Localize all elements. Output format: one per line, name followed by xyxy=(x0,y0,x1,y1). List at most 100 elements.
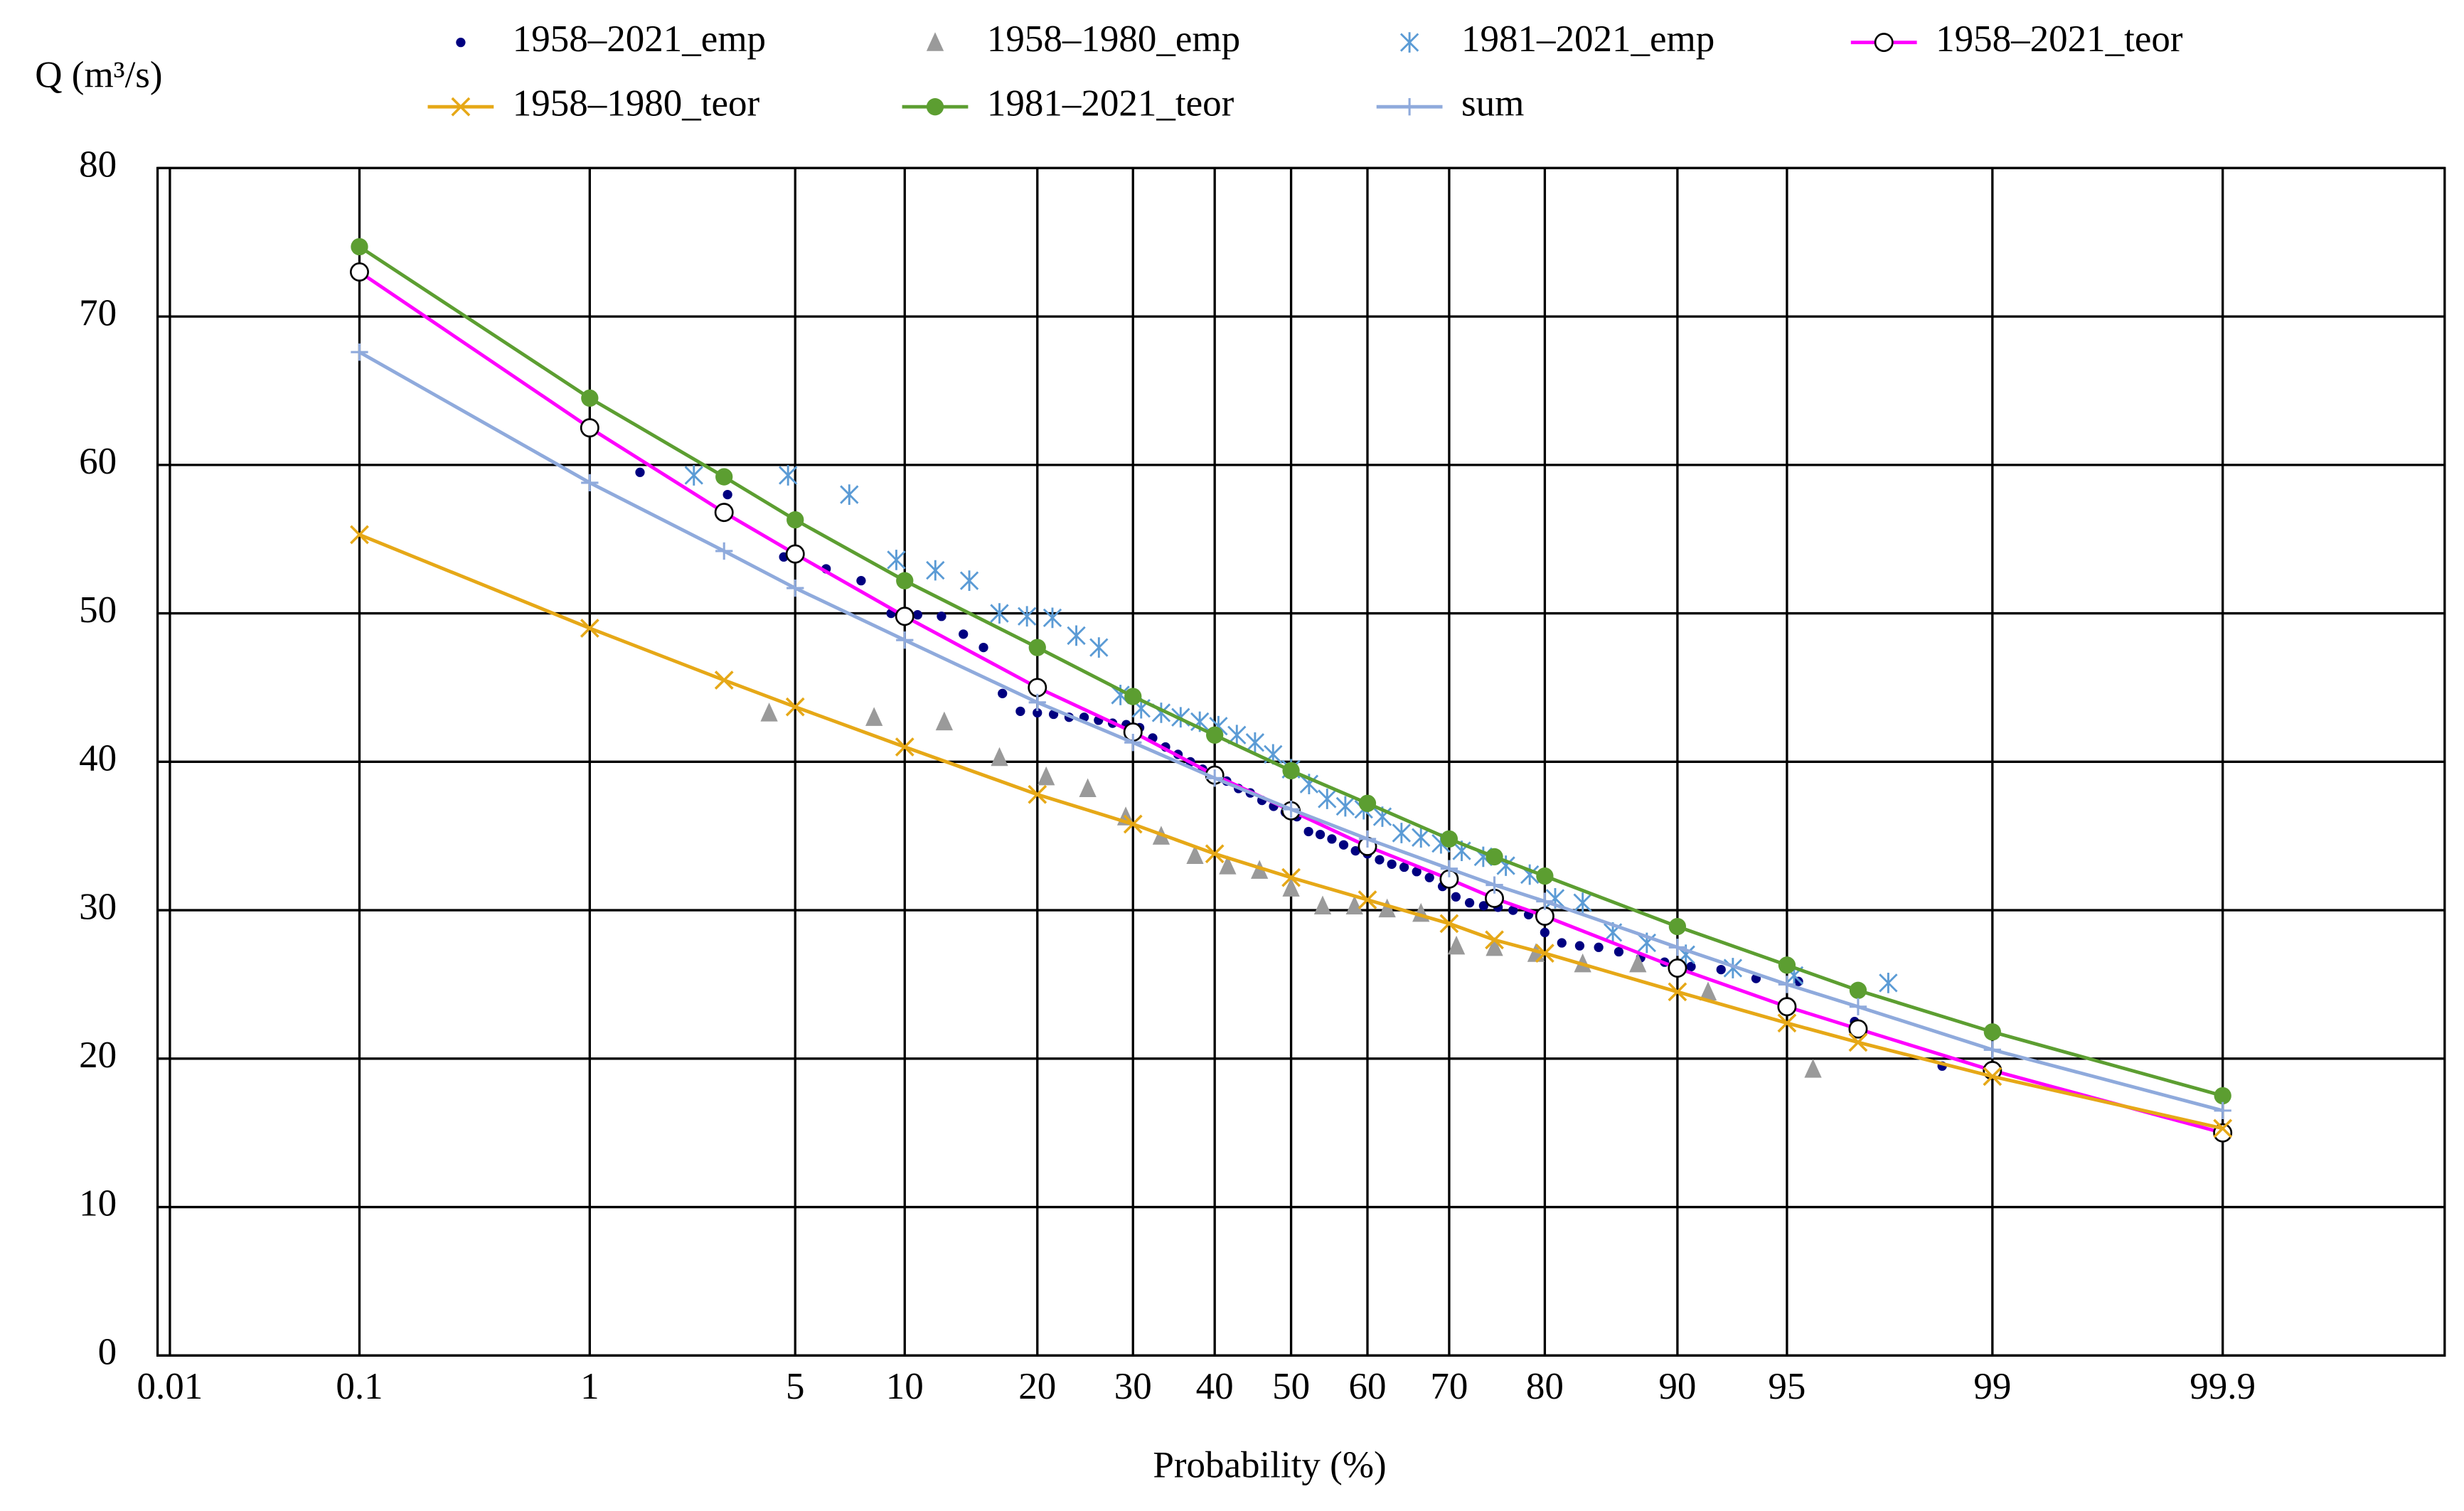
x-tick-label: 95 xyxy=(1768,1366,1806,1407)
x-tick-label: 60 xyxy=(1348,1366,1386,1407)
marker xyxy=(1028,678,1047,698)
marker xyxy=(1536,867,1554,885)
marker-part xyxy=(1478,901,1488,911)
marker xyxy=(937,612,946,621)
marker xyxy=(1282,762,1300,780)
marker-part xyxy=(1375,855,1385,865)
marker-part xyxy=(978,642,988,653)
marker-part xyxy=(714,671,734,690)
marker xyxy=(1412,827,1431,848)
marker xyxy=(1033,708,1042,718)
marker xyxy=(1303,826,1313,837)
marker xyxy=(926,32,944,51)
x-tick-label: 10 xyxy=(886,1366,924,1407)
marker-part xyxy=(635,467,645,477)
marker xyxy=(1375,855,1385,865)
marker-part xyxy=(1350,845,1360,856)
marker-part xyxy=(1699,981,1717,1001)
marker-part xyxy=(785,544,805,564)
marker xyxy=(1686,961,1696,972)
marker xyxy=(895,737,914,757)
y-tick-label: 60 xyxy=(79,441,117,482)
marker-part xyxy=(1186,845,1204,864)
marker-part xyxy=(1028,693,1046,711)
marker xyxy=(1668,959,1687,978)
marker xyxy=(785,544,805,564)
marker-part xyxy=(351,343,368,361)
marker-part xyxy=(1028,678,1047,698)
x-tick-label: 50 xyxy=(1272,1366,1310,1407)
marker xyxy=(896,572,914,589)
x-tick-label: 0.01 xyxy=(137,1366,203,1407)
marker xyxy=(1124,734,1142,752)
marker-part xyxy=(926,98,944,116)
marker xyxy=(1358,890,1377,909)
marker-part xyxy=(2214,1101,2231,1120)
marker xyxy=(1668,982,1687,1002)
marker xyxy=(1508,905,1518,915)
legend-label: 1958–2021_emp xyxy=(513,18,766,60)
marker xyxy=(715,468,733,486)
marker xyxy=(991,747,1008,767)
series-line xyxy=(358,351,2224,1113)
marker-part xyxy=(1315,829,1326,840)
marker-part xyxy=(1303,826,1313,837)
marker xyxy=(580,418,599,438)
marker xyxy=(998,688,1008,698)
marker xyxy=(1668,917,1687,936)
marker xyxy=(1793,976,1803,986)
marker xyxy=(978,642,988,653)
marker-part xyxy=(1345,895,1363,914)
marker-part xyxy=(1629,953,1647,973)
marker-part xyxy=(1378,898,1396,918)
marker-part xyxy=(896,572,914,589)
legend-label: 1958–1980_teor xyxy=(513,82,760,124)
marker xyxy=(1574,941,1585,951)
marker-part xyxy=(840,484,859,505)
marker xyxy=(1067,625,1086,646)
marker-part xyxy=(1540,927,1550,938)
marker-part xyxy=(926,32,944,51)
marker xyxy=(1849,998,1867,1015)
marker-part xyxy=(722,489,732,500)
marker xyxy=(1315,829,1326,840)
marker-part xyxy=(779,465,798,486)
marker xyxy=(1358,830,1377,848)
y-tick-label: 50 xyxy=(79,589,117,631)
legend-item: 1958–1980_teor xyxy=(427,82,760,124)
marker xyxy=(1206,726,1224,744)
x-tick-label: 1 xyxy=(580,1366,599,1407)
marker-part xyxy=(1281,867,1301,887)
marker-part xyxy=(1614,946,1624,957)
marker-part xyxy=(2213,1118,2233,1138)
marker xyxy=(1028,784,1047,804)
x-axis-label: Probability (%) xyxy=(1153,1445,1386,1486)
marker-part xyxy=(1123,814,1143,834)
marker xyxy=(1848,1032,1868,1052)
marker xyxy=(581,389,599,407)
marker-part xyxy=(887,550,906,570)
marker-part xyxy=(580,619,599,638)
marker xyxy=(1699,981,1717,1001)
marker-part xyxy=(1282,800,1300,818)
marker xyxy=(895,607,914,626)
series-line xyxy=(358,533,2224,1131)
marker xyxy=(350,525,369,545)
marker-part xyxy=(1573,892,1592,914)
marker-part xyxy=(1124,734,1142,752)
marker-part xyxy=(1536,892,1554,910)
marker xyxy=(1089,637,1109,658)
y-tick-label: 30 xyxy=(79,886,117,927)
marker xyxy=(1440,860,1458,877)
marker xyxy=(896,631,914,649)
marker-part xyxy=(926,560,945,581)
marker xyxy=(1124,688,1142,705)
marker xyxy=(1358,794,1377,812)
marker xyxy=(1186,845,1204,864)
marker-part xyxy=(1358,830,1377,848)
marker-part xyxy=(1206,769,1224,787)
marker xyxy=(1849,981,1867,999)
marker xyxy=(926,98,944,116)
marker xyxy=(1399,32,1419,53)
marker-part xyxy=(580,418,599,438)
